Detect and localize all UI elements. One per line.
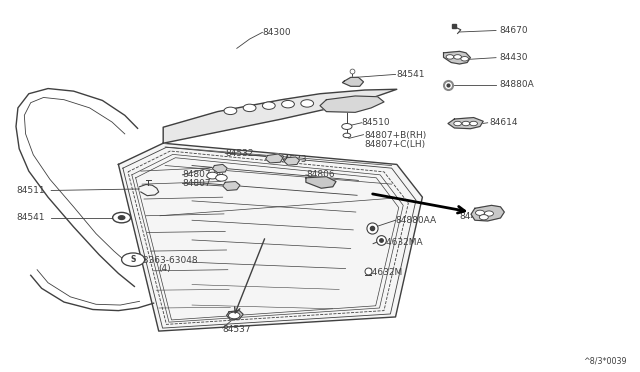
Circle shape	[476, 210, 484, 215]
Circle shape	[342, 124, 352, 129]
Text: 84533: 84533	[278, 155, 307, 164]
Polygon shape	[320, 96, 384, 112]
Text: 84807: 84807	[182, 179, 211, 188]
Circle shape	[454, 55, 461, 59]
Circle shape	[343, 133, 351, 138]
Circle shape	[216, 174, 227, 181]
Circle shape	[224, 107, 237, 115]
Text: 84300: 84300	[262, 28, 291, 37]
Circle shape	[461, 57, 468, 61]
Text: 84806: 84806	[306, 170, 335, 179]
Text: 84537: 84537	[223, 325, 252, 334]
Circle shape	[454, 121, 461, 126]
Circle shape	[262, 102, 275, 109]
Polygon shape	[284, 157, 300, 165]
Text: 84670: 84670	[499, 26, 528, 35]
Polygon shape	[306, 177, 336, 188]
Circle shape	[122, 253, 145, 266]
Text: 84880AA: 84880AA	[396, 216, 436, 225]
Text: 84880A: 84880A	[499, 80, 534, 89]
Text: -84632MA: -84632MA	[378, 238, 423, 247]
Polygon shape	[448, 118, 483, 129]
Polygon shape	[471, 205, 504, 221]
Circle shape	[301, 100, 314, 107]
Polygon shape	[266, 154, 283, 163]
Text: 84807+A: 84807+A	[182, 170, 225, 179]
Polygon shape	[227, 311, 243, 320]
Text: 84807+C(LH): 84807+C(LH)	[365, 140, 426, 149]
Polygon shape	[444, 51, 470, 64]
Circle shape	[207, 172, 218, 179]
Text: 84614: 84614	[490, 118, 518, 127]
Text: 84532: 84532	[225, 149, 254, 158]
Circle shape	[446, 55, 454, 59]
Circle shape	[282, 100, 294, 108]
Circle shape	[243, 104, 256, 112]
Text: 84541: 84541	[397, 70, 426, 79]
Polygon shape	[212, 164, 227, 173]
Circle shape	[462, 121, 470, 126]
Circle shape	[228, 312, 240, 319]
Text: ^8/3*0039: ^8/3*0039	[584, 356, 627, 365]
Polygon shape	[163, 89, 397, 143]
Text: 84510: 84510	[362, 118, 390, 127]
Circle shape	[484, 211, 493, 216]
Polygon shape	[342, 77, 364, 86]
Text: S: S	[131, 255, 136, 264]
Polygon shape	[223, 182, 240, 190]
Text: 08363-63048: 08363-63048	[138, 256, 198, 265]
Circle shape	[470, 121, 477, 126]
Text: 84430: 84430	[499, 53, 528, 62]
Circle shape	[118, 216, 125, 219]
Text: 84632M: 84632M	[366, 268, 403, 277]
Text: 84511: 84511	[16, 186, 45, 195]
Text: 84420: 84420	[460, 212, 488, 221]
Text: (4): (4)	[159, 264, 172, 273]
Text: 84541: 84541	[16, 213, 45, 222]
Circle shape	[479, 215, 488, 220]
Circle shape	[113, 212, 131, 223]
Polygon shape	[118, 143, 422, 331]
Text: 84807+B(RH): 84807+B(RH)	[365, 131, 427, 140]
